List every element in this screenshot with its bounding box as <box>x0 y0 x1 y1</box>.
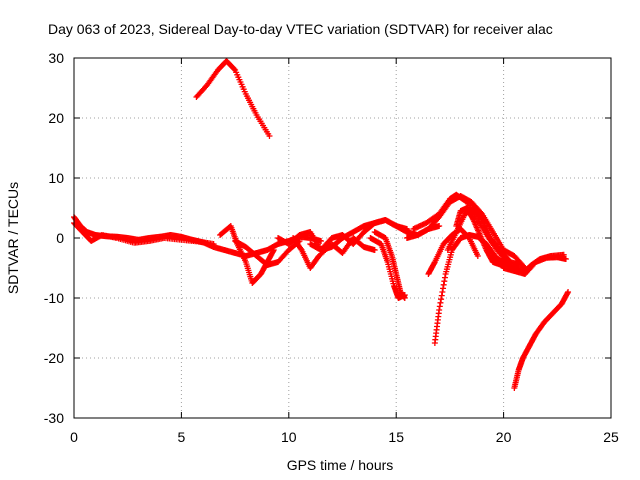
series-mid-2 <box>290 235 378 271</box>
data-point <box>270 247 277 253</box>
series-tail-21b <box>500 254 569 277</box>
y-tick-label: -30 <box>44 410 64 426</box>
series-baseline-low <box>71 220 217 247</box>
y-tick-label: 0 <box>56 230 64 246</box>
data-point <box>266 133 273 139</box>
data-point <box>401 292 408 298</box>
chart-title: Day 063 of 2023, Sidereal Day-to-day VTE… <box>48 21 553 37</box>
data-point <box>474 253 481 259</box>
data-point <box>565 289 572 295</box>
data-point <box>436 223 443 229</box>
data-point <box>231 66 238 73</box>
data-point <box>403 226 410 232</box>
plot-frame <box>73 57 612 419</box>
y-tick-label: -20 <box>44 350 64 366</box>
x-tick-label: 0 <box>70 429 78 445</box>
x-tick-label: 20 <box>496 429 512 445</box>
x-tick-label: 15 <box>388 429 404 445</box>
y-tick-label: 10 <box>48 170 64 186</box>
series-recovery-20 <box>511 289 572 391</box>
y-axis-label: SDTVAR / TECUs <box>5 182 21 294</box>
series-mid-3 <box>307 217 410 253</box>
series-dip-15b <box>367 235 408 301</box>
data-point <box>210 241 217 247</box>
x-tick-label: 5 <box>178 429 186 445</box>
data-series <box>71 58 572 391</box>
series-dip-15 <box>371 229 408 301</box>
y-tick-label: 30 <box>48 50 64 66</box>
data-point <box>562 256 569 262</box>
x-tick-label: 10 <box>281 429 297 445</box>
y-tick-label: 20 <box>48 110 64 126</box>
x-tick-label: 25 <box>603 429 619 445</box>
series-arc-high-7 <box>193 58 273 139</box>
y-tick-label: -10 <box>44 290 64 306</box>
data-point <box>318 238 325 244</box>
x-axis-label: GPS time / hours <box>287 457 394 473</box>
data-point <box>504 255 511 262</box>
data-point <box>371 247 378 253</box>
series-arc-dip-9 <box>232 238 303 268</box>
